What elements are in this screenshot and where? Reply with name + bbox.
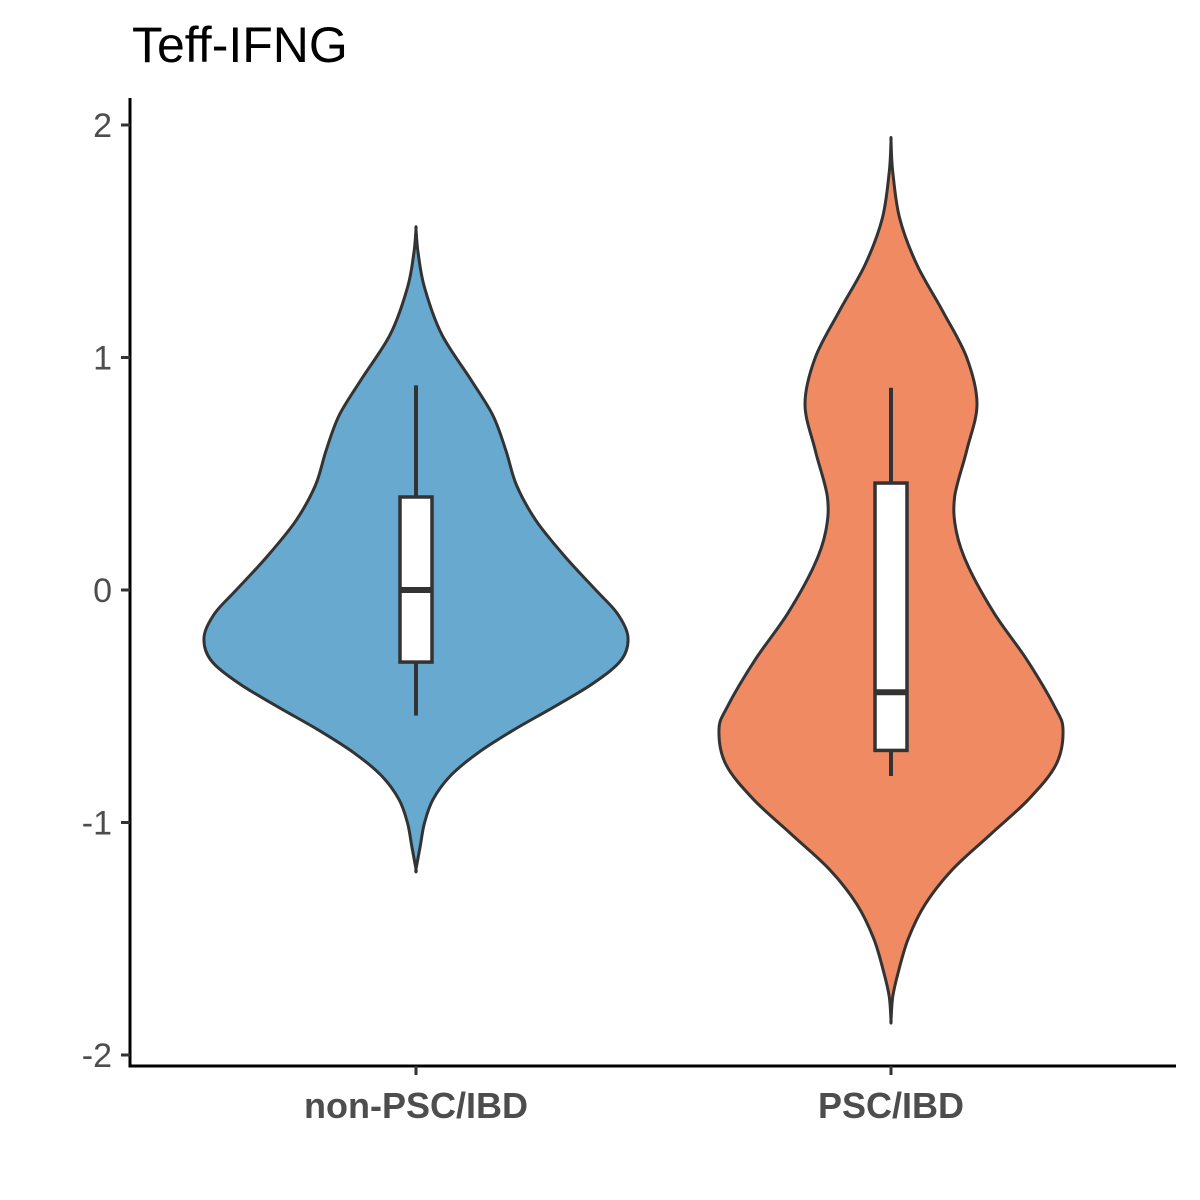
y-tick-label: 2 — [93, 107, 112, 145]
y-tick-label: -2 — [82, 1037, 112, 1075]
plot-area: 2 1 0 -1 -2 non-PSC/IBD PSC/IBD — [82, 98, 1176, 1126]
x-tick-label: PSC/IBD — [818, 1085, 964, 1126]
y-tick-label: -1 — [82, 805, 112, 843]
chart-title: Teff-IFNG — [132, 17, 348, 73]
box-iqr — [873, 481, 909, 753]
y-tick-label: 0 — [93, 572, 112, 610]
box-iqr — [398, 495, 434, 664]
x-tick-label: non-PSC/IBD — [304, 1085, 528, 1126]
y-tick-label: 1 — [93, 340, 112, 378]
